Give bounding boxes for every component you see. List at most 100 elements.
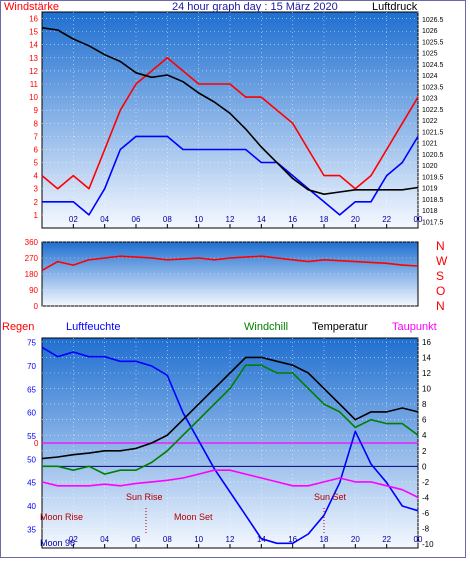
- wind-pressure-marks: [41, 27, 419, 216]
- temp-xtick-label: 10: [194, 535, 203, 544]
- humidity-ytick-label: 70: [27, 362, 36, 371]
- pressure-ytick-label: 1023: [422, 96, 438, 103]
- wind-xtick-label: 18: [320, 215, 329, 224]
- pressure-ytick-label: 1021: [422, 141, 438, 148]
- wind-ytick-label: 4: [34, 172, 39, 181]
- temperature-ytick-label: 8: [422, 400, 427, 409]
- temperature-ytick-label: -8: [422, 525, 430, 534]
- sun-rise-label: Sun Rise: [126, 492, 163, 502]
- pressure-ytick-label: 1019: [422, 186, 438, 193]
- temperatur-label: Temperatur: [312, 321, 368, 333]
- pressure-ytick-label: 1021.5: [422, 129, 444, 136]
- temperature-ytick-label: -10: [422, 540, 434, 549]
- wind-xtick-label: 16: [288, 215, 297, 224]
- wind-ytick-label: 10: [29, 93, 38, 102]
- temp-xtick-label: 02: [69, 535, 78, 544]
- ticks-bottom: 354045505560657075-10-8-6-4-202468101214…: [27, 338, 434, 549]
- wind-xtick-label: 12: [226, 215, 235, 224]
- taupunkt-label: Taupunkt: [392, 321, 437, 333]
- wind-ytick-label: 5: [34, 159, 39, 168]
- moon-rise-label: Moon Rise: [40, 512, 83, 522]
- wind-gust-series: [41, 56, 419, 190]
- temp-xtick-label: 00: [414, 535, 423, 544]
- direction-letter: N: [436, 239, 445, 253]
- humidity-series: [41, 346, 419, 545]
- temp-xtick-label: 18: [320, 535, 329, 544]
- direction-letter: N: [436, 299, 445, 313]
- temp-xtick-label: 20: [351, 535, 360, 544]
- pressure-series: [41, 27, 419, 195]
- humidity-ytick-label: 65: [27, 385, 36, 394]
- pressure-ytick-label: 1019.5: [422, 174, 444, 181]
- direction-letter: W: [436, 254, 448, 268]
- direction-ytick-label: 90: [29, 286, 38, 295]
- wind-ytick-label: 12: [29, 67, 38, 76]
- windstaerke-label: Windstärke: [4, 1, 59, 13]
- pressure-ytick-label: 1018: [422, 208, 438, 215]
- temp-xtick-label: 14: [257, 535, 266, 544]
- direction-ytick-label: 360: [25, 238, 39, 247]
- grid-top: [42, 12, 419, 228]
- wind-ytick-label: 13: [29, 54, 38, 63]
- pressure-ytick-label: 1020: [422, 163, 438, 170]
- pressure-ytick-label: 1024.5: [422, 62, 444, 69]
- sun-set-label: Sun Set: [314, 492, 347, 502]
- luftdruck-label: Luftdruck: [372, 1, 418, 13]
- wind-direction-marks: [41, 255, 419, 272]
- pressure-ytick-label: 1026.5: [422, 17, 444, 24]
- temperature-ytick-label: 12: [422, 369, 431, 378]
- wind-ytick-label: 7: [34, 132, 39, 141]
- pressure-ytick-label: 1023.5: [422, 84, 444, 91]
- pressure-ytick-label: 1020.5: [422, 152, 444, 159]
- wind-ytick-label: 11: [30, 80, 39, 89]
- wind-ytick-label: 16: [29, 15, 38, 24]
- pressure-ytick-label: 1025: [422, 51, 438, 58]
- temperature-ytick-label: 16: [422, 338, 431, 347]
- humidity-ytick-label: 45: [27, 479, 36, 488]
- temperature-series: [41, 356, 419, 460]
- wind-xtick-label: 08: [163, 215, 172, 224]
- pressure-ytick-label: 1022: [422, 118, 438, 125]
- pressure-ytick-label: 1024: [422, 73, 438, 80]
- wind-xtick-label: 02: [69, 215, 78, 224]
- humidity-ytick-label: 75: [27, 339, 36, 348]
- moon-label: Moon 96: [40, 538, 75, 548]
- wind-direction-series: [41, 255, 419, 272]
- temperature-ytick-label: 14: [422, 353, 431, 362]
- wind-xtick-label: 00: [414, 215, 423, 224]
- humidity-ytick-label: 50: [27, 455, 36, 464]
- pressure-ytick-label: 1026: [422, 28, 438, 35]
- humidity-ytick-label: 35: [27, 525, 36, 534]
- humidity-ytick-label: 55: [27, 432, 36, 441]
- luftfeuchte-label: Luftfeuchte: [66, 321, 120, 333]
- wind-xtick-label: 06: [132, 215, 141, 224]
- wind-ytick-label: 6: [34, 145, 39, 154]
- temperature-ytick-label: 6: [422, 416, 427, 425]
- moon-set-label: Moon Set: [174, 512, 213, 522]
- wind-ytick-label: 15: [29, 28, 38, 37]
- temp-xtick-label: 08: [163, 535, 172, 544]
- temperature-ytick-label: -6: [422, 509, 430, 518]
- temperature-ytick-label: -4: [422, 493, 430, 502]
- temp-xtick-label: 06: [132, 535, 141, 544]
- temp-xtick-label: 22: [382, 535, 391, 544]
- humidity-ytick-label: 40: [27, 502, 36, 511]
- pressure-ytick-label: 1018.5: [422, 197, 444, 204]
- pressure-ytick-label: 1025.5: [422, 39, 444, 46]
- dewpoint-series: [41, 469, 419, 499]
- wind-ytick-label: 1: [34, 211, 39, 220]
- wind-ytick-label: 9: [34, 106, 39, 115]
- temp-xtick-label: 04: [100, 535, 109, 544]
- windchill-series: [42, 364, 419, 475]
- direction-ytick-label: 0: [34, 302, 39, 311]
- temperature-ytick-label: 4: [422, 431, 427, 440]
- wind-xtick-label: 20: [351, 215, 360, 224]
- direction-letter: S: [436, 269, 444, 283]
- direction-letter: O: [436, 284, 445, 298]
- wind-ytick-label: 3: [34, 185, 39, 194]
- wind-xtick-label: 10: [194, 215, 203, 224]
- pressure-ytick-label: 1022.5: [422, 107, 444, 114]
- regen-value-label: 0: [34, 439, 39, 448]
